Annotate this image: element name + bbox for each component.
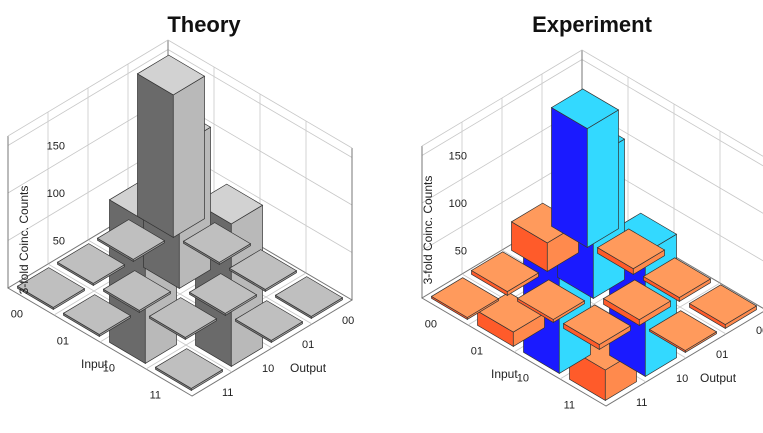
bar — [228, 249, 298, 293]
output-tick-label: 01 — [716, 349, 728, 361]
bar-face-top — [516, 279, 586, 320]
panel-experiment: 50 100 150 00 01 10 11 00 01 10 11 3-fold Coinc. Co… — [421, 49, 763, 412]
output-tick-label: 10 — [262, 363, 274, 375]
bar-face-top — [648, 310, 718, 351]
output-tick-label: 00 — [342, 315, 354, 327]
bar-face-top — [154, 348, 224, 389]
bar — [274, 276, 344, 320]
wall-edge — [7, 39, 353, 149]
bar-face-top — [148, 297, 218, 338]
bar-face-top — [102, 270, 172, 311]
input-tick-label: 00 — [11, 309, 23, 321]
input-tick-label: 01 — [471, 346, 483, 358]
bar-face-top — [182, 222, 252, 263]
bar-face-top — [16, 267, 86, 308]
bar — [550, 88, 620, 249]
panel-theory: 50 100 150 00 01 10 11 00 01 10 11 3-fold Coinc. Co… — [7, 39, 354, 402]
bar-face-top — [274, 276, 344, 317]
bar — [56, 243, 126, 287]
input-tick-label: 10 — [103, 363, 115, 375]
bar-face-top — [550, 88, 620, 130]
bar-face-top — [56, 243, 126, 284]
bar — [648, 310, 718, 354]
bar — [642, 257, 712, 303]
bar-face-top — [228, 249, 298, 290]
input-tick-label: 11 — [564, 400, 575, 412]
bar — [516, 279, 586, 324]
bar — [96, 219, 166, 263]
bar — [148, 297, 218, 341]
bar — [234, 300, 304, 344]
bar-face-right — [172, 75, 205, 239]
output-axis-label: Output — [700, 371, 737, 385]
bar-face-top — [562, 304, 632, 346]
z-tick-label: 50 — [53, 236, 65, 248]
bar-face-top — [136, 54, 206, 96]
bar-face-top — [62, 294, 132, 335]
wall-edge — [421, 49, 763, 157]
output-tick-label: 00 — [756, 325, 763, 337]
bar-face-left — [551, 106, 588, 249]
bar — [182, 222, 252, 266]
bar-face-top — [188, 273, 258, 314]
input-tick-label: 01 — [57, 336, 69, 348]
bar — [562, 304, 632, 351]
output-axis-label: Output — [290, 361, 327, 375]
z-tick-label: 100 — [449, 198, 467, 210]
bar — [430, 277, 500, 321]
bar — [188, 273, 258, 317]
bar-face-top — [470, 251, 540, 293]
bar — [154, 348, 224, 392]
theory-title: Theory — [167, 12, 241, 37]
bar — [688, 284, 758, 330]
z-tick-label: 150 — [449, 151, 467, 163]
bar-face-top — [96, 219, 166, 260]
output-tick-label: 01 — [302, 339, 314, 351]
bar — [16, 267, 86, 311]
input-axis-label: Input — [491, 367, 518, 381]
z-tick-label: 50 — [455, 246, 467, 258]
bar-face-top — [642, 257, 712, 299]
back-wall-right — [582, 50, 763, 309]
bar-face-right — [586, 109, 619, 249]
input-axis-label: Input — [81, 357, 108, 371]
bar-face-top — [430, 277, 500, 318]
bar-face-top — [234, 300, 304, 341]
bar — [602, 279, 672, 327]
bar-face-top — [596, 228, 666, 270]
bar — [62, 294, 132, 338]
bar-face-left — [137, 73, 174, 239]
bar — [470, 251, 540, 297]
experiment-title: Experiment — [532, 12, 652, 37]
z-tick-label: 100 — [47, 188, 65, 200]
input-tick-label: 00 — [425, 319, 437, 331]
bar-face-top — [602, 279, 672, 321]
bar — [136, 54, 206, 239]
output-tick-label: 10 — [676, 373, 688, 385]
input-tick-label: 11 — [150, 390, 161, 402]
z-axis-label: 3-fold Coinc. Counts — [421, 176, 435, 285]
output-tick-label: 11 — [222, 387, 233, 399]
bar — [102, 270, 172, 314]
z-axis-label: 3-fold Coinc. Counts — [17, 186, 31, 295]
z-tick-label: 150 — [47, 141, 65, 153]
output-tick-label: 11 — [636, 397, 647, 409]
bar-face-top — [688, 284, 758, 326]
input-tick-label: 10 — [517, 373, 529, 385]
bar — [596, 228, 666, 276]
